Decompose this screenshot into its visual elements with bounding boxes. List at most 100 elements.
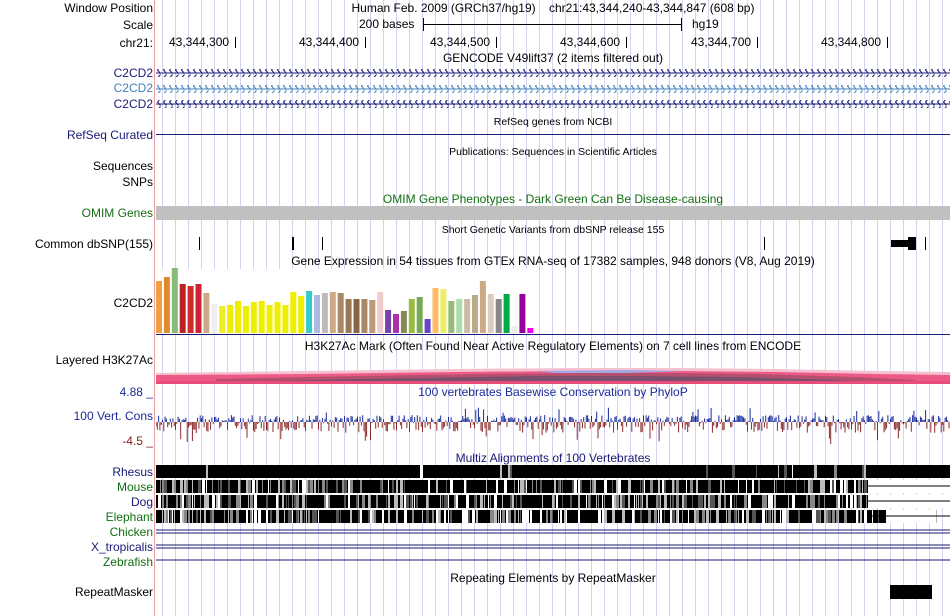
- multiz-row[interactable]: [156, 465, 950, 478]
- gtex-tissue-bar[interactable]: [424, 319, 431, 333]
- phylop-positive-scores[interactable]: [158, 407, 949, 422]
- gtex-tissue-bar[interactable]: [195, 284, 202, 333]
- gtex-tissue-bar[interactable]: [377, 292, 384, 333]
- transcript-3[interactable]: [156, 100, 950, 108]
- gtex-tissue-bar[interactable]: [250, 302, 257, 333]
- repeatmasker-track-label[interactable]: RepeatMasker: [74, 585, 153, 599]
- snps-track-label[interactable]: SNPs: [122, 175, 153, 189]
- multiz-row[interactable]: [156, 529, 950, 534]
- gtex-tissue-bar[interactable]: [487, 294, 494, 333]
- gtex-tissue-bar[interactable]: [432, 288, 439, 333]
- refseq-gene-line[interactable]: [156, 134, 950, 135]
- phylop-negative-scores[interactable]: [156, 422, 950, 444]
- gtex-tissue-bar[interactable]: [456, 299, 463, 333]
- gtex-tissue-bar[interactable]: [242, 306, 249, 333]
- multiz-species-label[interactable]: Dog: [130, 495, 153, 509]
- gencode-item-1-label[interactable]: C2CD2: [113, 66, 153, 80]
- sequences-track-label[interactable]: Sequences: [92, 159, 153, 173]
- repeatmasker-track-title[interactable]: Repeating Elements by RepeatMasker: [450, 571, 656, 585]
- dbsnp-track-label[interactable]: Common dbSNP(155): [34, 237, 153, 251]
- snp-mark[interactable]: [925, 237, 926, 250]
- snp-mark[interactable]: [908, 237, 916, 250]
- snp-mark[interactable]: [199, 237, 200, 250]
- gtex-tissue-bar[interactable]: [171, 268, 178, 333]
- multiz-species-label[interactable]: Elephant: [105, 510, 153, 524]
- gtex-tissue-bar[interactable]: [274, 302, 281, 333]
- snp-mark[interactable]: [891, 240, 909, 247]
- transcript-2[interactable]: [156, 85, 950, 93]
- phylop-track-label[interactable]: 100 Vert. Cons: [73, 409, 153, 423]
- multiz-alignments[interactable]: [156, 464, 950, 570]
- gtex-tissue-bar[interactable]: [464, 299, 471, 333]
- gtex-tissue-bar[interactable]: [519, 294, 526, 333]
- multiz-track-title[interactable]: Multiz Alignments of 100 Vertebrates: [455, 451, 651, 465]
- gtex-tissue-bar[interactable]: [472, 295, 478, 333]
- gtex-tissue-bar[interactable]: [400, 311, 407, 333]
- gtex-tissue-bar[interactable]: [495, 299, 502, 333]
- gtex-tissue-bar[interactable]: [448, 301, 455, 333]
- gtex-tissue-bar[interactable]: [306, 291, 313, 333]
- gencode-transcripts[interactable]: [156, 66, 950, 110]
- gtex-tissue-bar[interactable]: [156, 281, 162, 333]
- multiz-species-label[interactable]: Mouse: [116, 480, 153, 494]
- repeat-element[interactable]: [890, 585, 932, 599]
- refseq-track-title[interactable]: RefSeq genes from NCBI: [493, 116, 613, 128]
- gtex-tissue-bar[interactable]: [503, 294, 510, 333]
- dbsnp-track-title[interactable]: Short Genetic Variants from dbSNP releas…: [441, 224, 665, 236]
- multiz-row[interactable]: [156, 495, 950, 508]
- gtex-tissue-bar[interactable]: [163, 277, 170, 333]
- gtex-tissue-bar[interactable]: [227, 305, 234, 333]
- gtex-track-title[interactable]: Gene Expression in 54 tissues from GTEx …: [291, 254, 815, 268]
- gtex-tissue-bar[interactable]: [393, 314, 399, 333]
- h3k27ac-track-title[interactable]: H3K27Ac Mark (Often Found Near Active Re…: [304, 339, 802, 353]
- multiz-row[interactable]: [156, 480, 950, 493]
- multiz-species-label[interactable]: Rhesus: [112, 465, 153, 479]
- omim-track-label[interactable]: OMIM Genes: [81, 206, 153, 220]
- multiz-species-label[interactable]: Chicken: [109, 525, 153, 539]
- gtex-tissue-bar[interactable]: [361, 299, 368, 333]
- gtex-tissue-bar[interactable]: [258, 301, 265, 333]
- gtex-tissue-bar[interactable]: [321, 293, 328, 333]
- gtex-tissue-bar[interactable]: [353, 299, 360, 333]
- gtex-tissue-bar[interactable]: [203, 293, 210, 333]
- snp-mark[interactable]: [322, 237, 323, 250]
- gtex-tissue-bar[interactable]: [298, 296, 305, 333]
- gtex-tissue-bar[interactable]: [440, 289, 447, 333]
- multiz-row[interactable]: [156, 510, 950, 523]
- gtex-tissue-bar[interactable]: [219, 306, 226, 333]
- gtex-expression-chart[interactable]: [156, 268, 556, 334]
- multiz-row[interactable]: [156, 544, 950, 549]
- gencode-item-3-label[interactable]: C2CD2: [113, 97, 153, 111]
- gtex-tissue-bar[interactable]: [211, 304, 218, 333]
- gtex-tissue-bar[interactable]: [511, 326, 518, 333]
- gtex-tissue-bar[interactable]: [314, 295, 320, 333]
- gtex-tissue-bar[interactable]: [408, 299, 415, 333]
- gtex-tissue-bar[interactable]: [479, 281, 486, 333]
- refseq-track-label[interactable]: RefSeq Curated: [66, 128, 153, 142]
- h3k27ac-track-label[interactable]: Layered H3K27Ac: [55, 353, 153, 367]
- gtex-tissue-bar[interactable]: [337, 293, 344, 333]
- publications-track-title[interactable]: Publications: Sequences in Scientific Ar…: [449, 146, 657, 158]
- gtex-tissue-bar[interactable]: [369, 300, 376, 333]
- gencode-item-2-label[interactable]: C2CD2: [113, 81, 153, 95]
- phylop-conservation-plot[interactable]: [156, 400, 950, 450]
- snp-mark[interactable]: [292, 237, 294, 250]
- gencode-track-title[interactable]: GENCODE V49lift37 (2 items filtered out): [442, 51, 664, 65]
- gtex-tissue-bar[interactable]: [282, 305, 289, 333]
- snp-mark[interactable]: [764, 237, 765, 250]
- gtex-tissue-bar[interactable]: [385, 310, 392, 333]
- omim-gene-bar[interactable]: [156, 206, 950, 220]
- gtex-tissue-bar[interactable]: [527, 328, 534, 333]
- h3k27ac-signal[interactable]: [156, 362, 950, 384]
- gtex-tissue-bar[interactable]: [345, 299, 352, 333]
- gtex-tissue-bar[interactable]: [266, 305, 273, 333]
- gtex-tissue-bar[interactable]: [235, 301, 241, 333]
- multiz-species-label[interactable]: Zebrafish: [102, 555, 153, 569]
- omim-track-title[interactable]: OMIM Gene Phenotypes - Dark Green Can Be…: [382, 192, 724, 206]
- gtex-tissue-bar[interactable]: [187, 286, 194, 333]
- gtex-tissue-bar[interactable]: [329, 292, 336, 333]
- phylop-track-title[interactable]: 100 vertebrates Basewise Conservation by…: [418, 385, 688, 399]
- gtex-tissue-bar[interactable]: [416, 297, 423, 333]
- transcript-1[interactable]: [156, 69, 950, 77]
